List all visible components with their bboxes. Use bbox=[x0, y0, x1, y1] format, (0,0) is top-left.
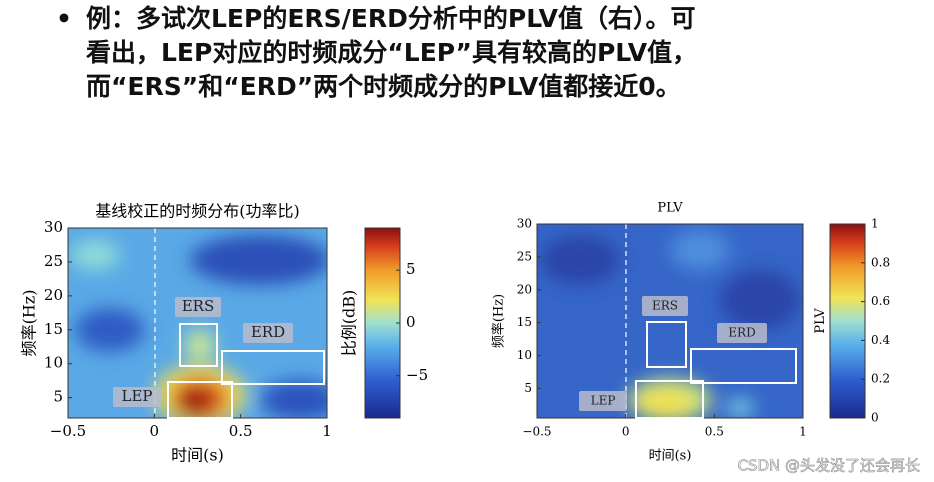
y-tick-label: 25 bbox=[44, 252, 63, 270]
y-tick-label: 5 bbox=[53, 388, 63, 406]
x-tick-label: 0 bbox=[150, 422, 160, 440]
region-box bbox=[221, 350, 325, 385]
region-box bbox=[646, 321, 687, 368]
colorbar-label: 比例(dB) bbox=[340, 290, 359, 357]
region-label-bg bbox=[579, 391, 627, 411]
colorbar bbox=[364, 227, 401, 419]
colorbar-tick-label: 0.6 bbox=[871, 294, 890, 308]
colorbar-tick-label: 0.2 bbox=[871, 372, 890, 386]
x-tick-label: −0.5 bbox=[522, 425, 551, 439]
x-axis-label: 时间(s) bbox=[171, 446, 224, 465]
colorbar-tick-label: 0 bbox=[406, 313, 416, 331]
region-label: ERS bbox=[652, 299, 678, 313]
region-box bbox=[167, 381, 233, 419]
colorbar-tick-label: 0.4 bbox=[871, 333, 890, 347]
colorbar-tick-label: −5 bbox=[406, 366, 428, 384]
heatmap-image bbox=[68, 228, 327, 418]
region-box bbox=[690, 348, 797, 384]
y-tick-label: 25 bbox=[517, 249, 532, 263]
chart-title: 基线校正的时频分布(功率比) bbox=[95, 202, 300, 221]
y-tick-label: 30 bbox=[517, 217, 532, 231]
region-label-bg bbox=[642, 296, 688, 316]
region-label: LEP bbox=[121, 387, 152, 405]
colorbar-tick-label: 1 bbox=[871, 217, 879, 231]
y-tick-label: 20 bbox=[44, 286, 63, 304]
x-tick-label: 1 bbox=[322, 422, 332, 440]
region-label-bg bbox=[243, 323, 293, 343]
colorbar-tick-label: 0.8 bbox=[871, 255, 890, 269]
y-tick-label: 10 bbox=[44, 354, 63, 372]
y-tick-label: 15 bbox=[517, 315, 532, 329]
region-label: ERD bbox=[728, 326, 755, 340]
bullet-line: 看出，LEP对应的时频成分“LEP”具有较高的PLV值， bbox=[86, 38, 697, 67]
watermark: CSDN @头发没了还会再长 bbox=[737, 457, 920, 475]
region-label-bg bbox=[175, 297, 221, 317]
x-axis-label: 时间(s) bbox=[649, 449, 692, 464]
y-axis-label: 频率(Hz) bbox=[20, 290, 39, 357]
bullet-line: 而“ERS”和“ERD”两个时频成分的PLV值都接近0。 bbox=[86, 72, 681, 101]
colorbar bbox=[829, 223, 866, 419]
colorbar-label: PLV bbox=[813, 308, 828, 334]
region-label: ERD bbox=[251, 323, 285, 341]
bullet-line: 例：多试次LEP的ERS/ERD分析中的PLV值（右）。可 bbox=[86, 4, 696, 33]
colorbar-tick-label: 5 bbox=[406, 260, 416, 278]
x-tick-label: 0.5 bbox=[229, 422, 253, 440]
region-label: ERS bbox=[182, 297, 215, 315]
y-tick-label: 30 bbox=[44, 218, 63, 236]
colorbar-tick-label: 0 bbox=[871, 411, 879, 425]
x-tick-label: 0.5 bbox=[705, 425, 724, 439]
y-tick-label: 10 bbox=[517, 348, 532, 362]
region-box bbox=[635, 380, 704, 419]
region-label-bg bbox=[717, 323, 767, 343]
y-tick-label: 20 bbox=[517, 282, 532, 296]
y-tick-label: 15 bbox=[44, 320, 63, 338]
y-axis-label: 频率(Hz) bbox=[491, 294, 507, 348]
chart-title: PLV bbox=[657, 201, 683, 216]
x-tick-label: −0.5 bbox=[50, 422, 86, 440]
region-label-bg bbox=[113, 387, 161, 407]
region-box bbox=[179, 323, 218, 367]
y-tick-label: 5 bbox=[524, 381, 532, 395]
region-label: LEP bbox=[591, 394, 616, 408]
x-tick-label: 0 bbox=[622, 425, 630, 439]
bullet-dot: • bbox=[56, 4, 72, 33]
x-tick-label: 1 bbox=[799, 425, 807, 439]
